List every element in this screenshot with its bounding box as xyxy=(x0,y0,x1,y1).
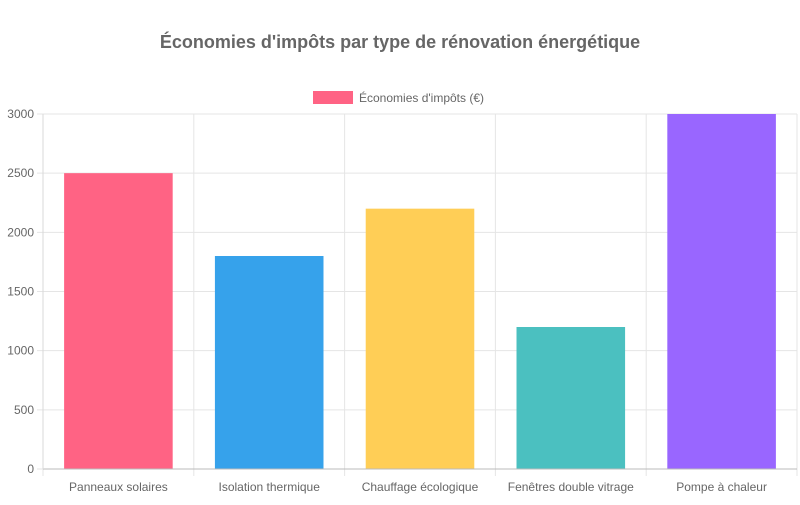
axes: 0 500 1000 1500 2000 2500 3000 Panneaux solaire… xyxy=(7,107,797,494)
legend-label: Économies d'impôts (€) xyxy=(359,90,484,105)
bar[interactable] xyxy=(365,208,475,469)
chart-legend[interactable]: Économies d'impôts (€) xyxy=(313,90,484,105)
y-tick-label: 2500 xyxy=(7,166,34,180)
bars xyxy=(64,114,776,469)
y-tick-label: 3000 xyxy=(7,107,34,121)
bar[interactable] xyxy=(516,327,626,469)
chart-title: Économies d'impôts par type de rénovatio… xyxy=(160,31,640,52)
x-tick-label: Isolation thermique xyxy=(219,480,321,494)
y-tick-label: 0 xyxy=(27,462,34,476)
bar[interactable] xyxy=(64,173,173,469)
legend-swatch xyxy=(313,91,353,104)
y-tick-label: 1000 xyxy=(7,344,34,358)
x-tick-label: Pompe à chaleur xyxy=(676,480,767,494)
x-tick-label: Chauffage écologique xyxy=(362,480,479,494)
y-tick-label: 500 xyxy=(14,403,34,417)
bar[interactable] xyxy=(214,256,324,469)
bar[interactable] xyxy=(667,114,776,469)
y-tick-label: 2000 xyxy=(7,225,34,239)
y-tick-label: 1500 xyxy=(7,285,34,299)
x-tick-label: Fenêtres double vitrage xyxy=(508,480,634,494)
x-tick-label: Panneaux solaires xyxy=(69,480,168,494)
